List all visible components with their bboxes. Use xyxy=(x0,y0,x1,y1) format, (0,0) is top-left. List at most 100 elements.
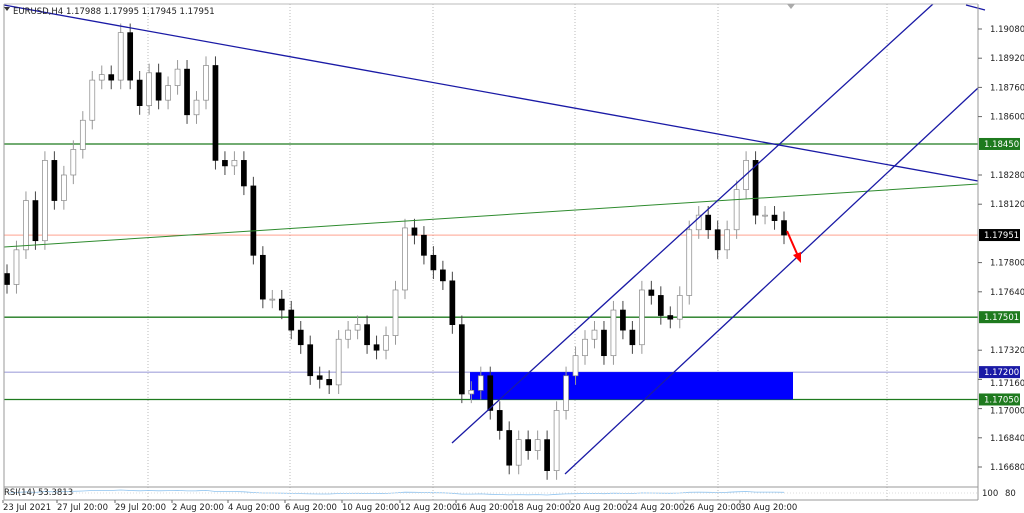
candle xyxy=(402,218,408,300)
collapse-arrow-icon[interactable] xyxy=(4,7,10,11)
candle xyxy=(259,246,266,309)
candle-body xyxy=(51,160,58,201)
price-tick-label: 1.18120 xyxy=(990,200,1024,210)
candle xyxy=(430,246,437,280)
candle xyxy=(553,401,560,480)
candle xyxy=(184,60,190,124)
candle-body xyxy=(127,32,134,81)
candle xyxy=(231,151,238,175)
candle-body xyxy=(212,65,219,161)
candle-body xyxy=(4,273,10,285)
candle xyxy=(487,366,494,420)
candle-body xyxy=(108,74,115,81)
support-zone[interactable] xyxy=(470,372,793,400)
candle-body xyxy=(155,72,162,101)
candle xyxy=(534,430,541,460)
descending-trendline xyxy=(3,4,979,182)
candle-body xyxy=(449,280,456,326)
candle xyxy=(127,23,134,90)
time-tick-label: 16 Aug 20:00 xyxy=(456,503,513,513)
channel-upper-line xyxy=(451,3,934,444)
time-tick-label: 4 Aug 20:00 xyxy=(228,503,280,513)
trendlines[interactable] xyxy=(3,3,986,475)
candle-body xyxy=(241,160,247,187)
candle xyxy=(373,335,380,360)
shift-marker-icon[interactable] xyxy=(787,4,795,9)
rsi-label: RSI(14) 53.3813 xyxy=(4,488,73,498)
candle-body xyxy=(250,185,257,256)
current-price-label: 1.17951 xyxy=(984,231,1019,241)
price-tick-label: 1.19080 xyxy=(990,25,1024,35)
candle-body xyxy=(639,289,645,346)
candle xyxy=(222,151,228,175)
candle-body xyxy=(563,375,569,411)
candle-body xyxy=(714,229,721,251)
candle-body xyxy=(762,214,768,217)
rsi-scale-top: 100 xyxy=(982,489,998,499)
level-price-tag xyxy=(979,137,1020,150)
candle-body xyxy=(288,309,295,331)
candle xyxy=(705,206,712,239)
candle xyxy=(61,165,67,210)
candle-body xyxy=(13,249,20,285)
candle xyxy=(316,366,323,389)
time-tick-label: 20 Aug 20:00 xyxy=(570,503,627,513)
time-tick-label: 10 Aug 20:00 xyxy=(342,503,399,513)
symbol-label: EURUSD,H4 xyxy=(13,7,63,17)
candle xyxy=(676,286,683,329)
time-tick-label: 2 Aug 20:00 xyxy=(172,503,224,513)
candle-body xyxy=(326,379,333,386)
candle-body xyxy=(421,234,427,256)
candle-body xyxy=(259,254,266,300)
level-price-label: 1.17501 xyxy=(984,313,1019,323)
candle-body xyxy=(165,85,171,101)
candle-body xyxy=(572,355,579,377)
candle xyxy=(70,140,77,185)
candle xyxy=(165,76,171,110)
candle xyxy=(32,191,39,250)
candle xyxy=(525,430,532,460)
candle-body xyxy=(193,99,200,116)
candle-body xyxy=(307,344,314,377)
candle-body xyxy=(203,65,209,101)
price-tick-label: 1.17160 xyxy=(990,379,1024,389)
level-price-label: 1.17050 xyxy=(984,395,1019,405)
price-tick-label: 1.18920 xyxy=(990,54,1024,64)
candle xyxy=(212,56,219,170)
candle xyxy=(89,70,96,130)
chart-header: EURUSD,H4 1.17988 1.17995 1.17945 1.1795… xyxy=(4,7,215,17)
rsi-line xyxy=(6,489,785,496)
candle xyxy=(620,300,626,340)
candle-body xyxy=(364,324,370,346)
candle xyxy=(269,289,276,309)
candle xyxy=(468,381,475,404)
candle xyxy=(563,366,569,420)
candle-body xyxy=(174,68,181,86)
candle-body xyxy=(89,79,96,121)
price-axis: 1.19080 1.18920 1.18760 1.18600 1.18280 1.181… xyxy=(978,25,1024,473)
level-price-tag xyxy=(979,366,1020,379)
candle-body xyxy=(515,439,522,466)
level-price-tag xyxy=(979,393,1020,406)
candle-body xyxy=(231,160,238,167)
candle xyxy=(354,315,361,340)
candle-body xyxy=(354,324,361,331)
candle-body xyxy=(496,410,503,431)
candle xyxy=(307,335,314,385)
candle-body xyxy=(335,338,342,386)
price-tick-label: 1.17320 xyxy=(990,346,1024,356)
candle xyxy=(515,430,522,475)
candle-body xyxy=(781,220,787,236)
rsi-scale-low: 80 xyxy=(1005,489,1016,499)
candle xyxy=(496,401,503,440)
price-tick-label: 1.16840 xyxy=(990,434,1024,444)
candle-body xyxy=(278,298,285,311)
candle xyxy=(639,280,645,354)
candle-body xyxy=(629,329,636,346)
candle-body xyxy=(477,375,484,391)
candle xyxy=(610,300,617,365)
price-tick-label: 1.17000 xyxy=(990,406,1024,416)
candle xyxy=(421,226,427,265)
candle xyxy=(714,220,721,259)
